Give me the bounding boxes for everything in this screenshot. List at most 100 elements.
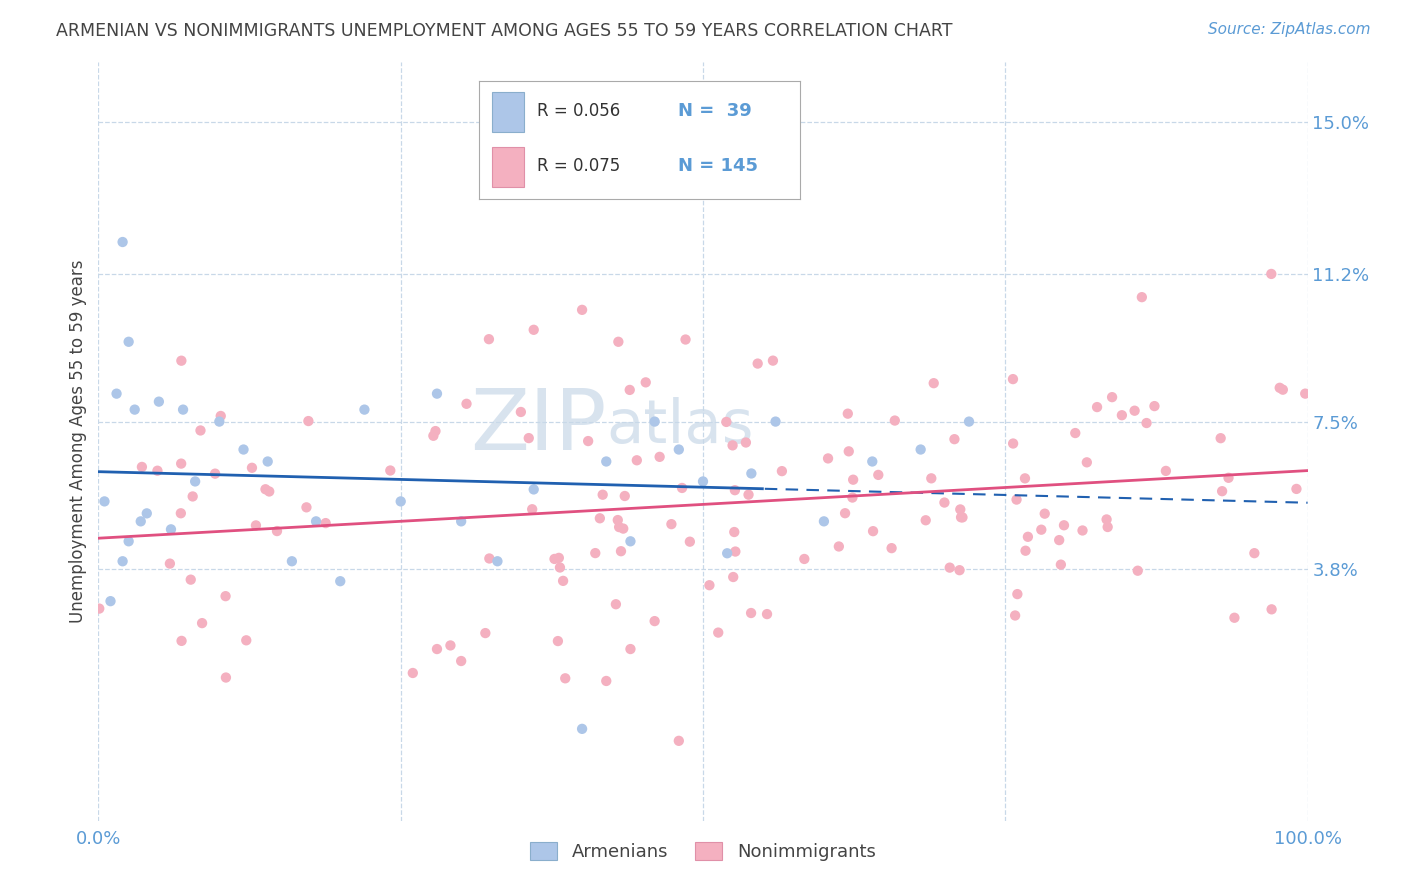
Point bbox=[834, 506, 856, 520]
Point bbox=[297, 414, 319, 428]
Point bbox=[1064, 425, 1087, 440]
Point bbox=[613, 489, 636, 503]
Point bbox=[209, 409, 232, 423]
Point bbox=[551, 574, 574, 588]
Point bbox=[1111, 408, 1133, 422]
Point bbox=[1260, 602, 1282, 616]
Point bbox=[425, 424, 447, 438]
Point bbox=[952, 510, 974, 524]
Point bbox=[180, 573, 202, 587]
Point bbox=[661, 517, 683, 532]
Point bbox=[148, 394, 170, 409]
Legend: Armenians, Nonimmigrants: Armenians, Nonimmigrants bbox=[523, 835, 883, 869]
Point bbox=[281, 554, 304, 568]
Point bbox=[1047, 533, 1070, 548]
Point bbox=[721, 438, 744, 452]
Point bbox=[214, 589, 236, 603]
Point bbox=[170, 353, 193, 368]
Point bbox=[735, 435, 758, 450]
Point bbox=[523, 323, 546, 337]
Point bbox=[910, 442, 932, 457]
Point bbox=[266, 524, 288, 538]
Point bbox=[949, 502, 972, 516]
Point bbox=[478, 551, 501, 566]
Point bbox=[595, 673, 617, 688]
Point bbox=[1076, 455, 1098, 469]
Point bbox=[724, 544, 747, 558]
Point bbox=[295, 500, 318, 515]
Point bbox=[426, 386, 449, 401]
Point bbox=[170, 633, 193, 648]
Point bbox=[422, 429, 444, 443]
Point bbox=[605, 597, 627, 611]
Point bbox=[181, 490, 204, 504]
Point bbox=[172, 402, 194, 417]
Point bbox=[626, 453, 648, 467]
Point bbox=[724, 483, 747, 498]
Point bbox=[543, 552, 565, 566]
Y-axis label: Unemployment Among Ages 55 to 59 years: Unemployment Among Ages 55 to 59 years bbox=[69, 260, 87, 624]
Point bbox=[721, 570, 744, 584]
Point bbox=[793, 552, 815, 566]
Point bbox=[1285, 482, 1308, 496]
Point bbox=[146, 464, 169, 478]
Point bbox=[1033, 507, 1056, 521]
Point bbox=[868, 467, 890, 482]
Point bbox=[190, 424, 212, 438]
Point bbox=[576, 434, 599, 448]
Point bbox=[765, 415, 787, 429]
Point bbox=[950, 510, 973, 524]
Point bbox=[184, 475, 207, 489]
Point bbox=[1209, 431, 1232, 445]
Point bbox=[1002, 436, 1025, 450]
Point bbox=[159, 557, 181, 571]
Point bbox=[402, 665, 425, 680]
Point bbox=[619, 383, 641, 397]
Point bbox=[523, 483, 546, 497]
Point bbox=[1223, 611, 1246, 625]
Point bbox=[747, 357, 769, 371]
Point bbox=[813, 514, 835, 528]
Point bbox=[547, 634, 569, 648]
Point bbox=[1014, 543, 1036, 558]
Point bbox=[305, 514, 328, 528]
Point bbox=[740, 467, 762, 481]
Point bbox=[723, 524, 745, 539]
Point bbox=[922, 376, 945, 391]
Point bbox=[426, 642, 449, 657]
Point bbox=[883, 413, 905, 427]
Point bbox=[129, 514, 152, 528]
Point bbox=[1271, 383, 1294, 397]
Point bbox=[170, 457, 193, 471]
Point bbox=[1294, 386, 1316, 401]
Point bbox=[509, 405, 531, 419]
Point bbox=[353, 402, 375, 417]
Point bbox=[692, 475, 714, 489]
Point bbox=[1211, 484, 1233, 499]
Point bbox=[707, 625, 730, 640]
Point bbox=[1017, 530, 1039, 544]
Point bbox=[389, 494, 412, 508]
Point bbox=[619, 534, 641, 549]
Point bbox=[554, 671, 576, 685]
Point bbox=[118, 534, 141, 549]
Point bbox=[1260, 267, 1282, 281]
Point bbox=[1135, 416, 1157, 430]
Point bbox=[254, 482, 277, 496]
Point bbox=[235, 633, 257, 648]
Point bbox=[668, 442, 690, 457]
Text: ZIP: ZIP bbox=[470, 384, 606, 468]
Point bbox=[770, 464, 793, 478]
Point bbox=[439, 639, 461, 653]
Point bbox=[571, 302, 593, 317]
Point bbox=[679, 534, 702, 549]
Point bbox=[204, 467, 226, 481]
Point bbox=[943, 432, 966, 446]
Point bbox=[1050, 558, 1073, 572]
Point bbox=[862, 524, 884, 538]
Point bbox=[1243, 546, 1265, 560]
Point bbox=[1101, 390, 1123, 404]
Point bbox=[716, 546, 738, 560]
Text: Source: ZipAtlas.com: Source: ZipAtlas.com bbox=[1208, 22, 1371, 37]
Point bbox=[1053, 518, 1076, 533]
